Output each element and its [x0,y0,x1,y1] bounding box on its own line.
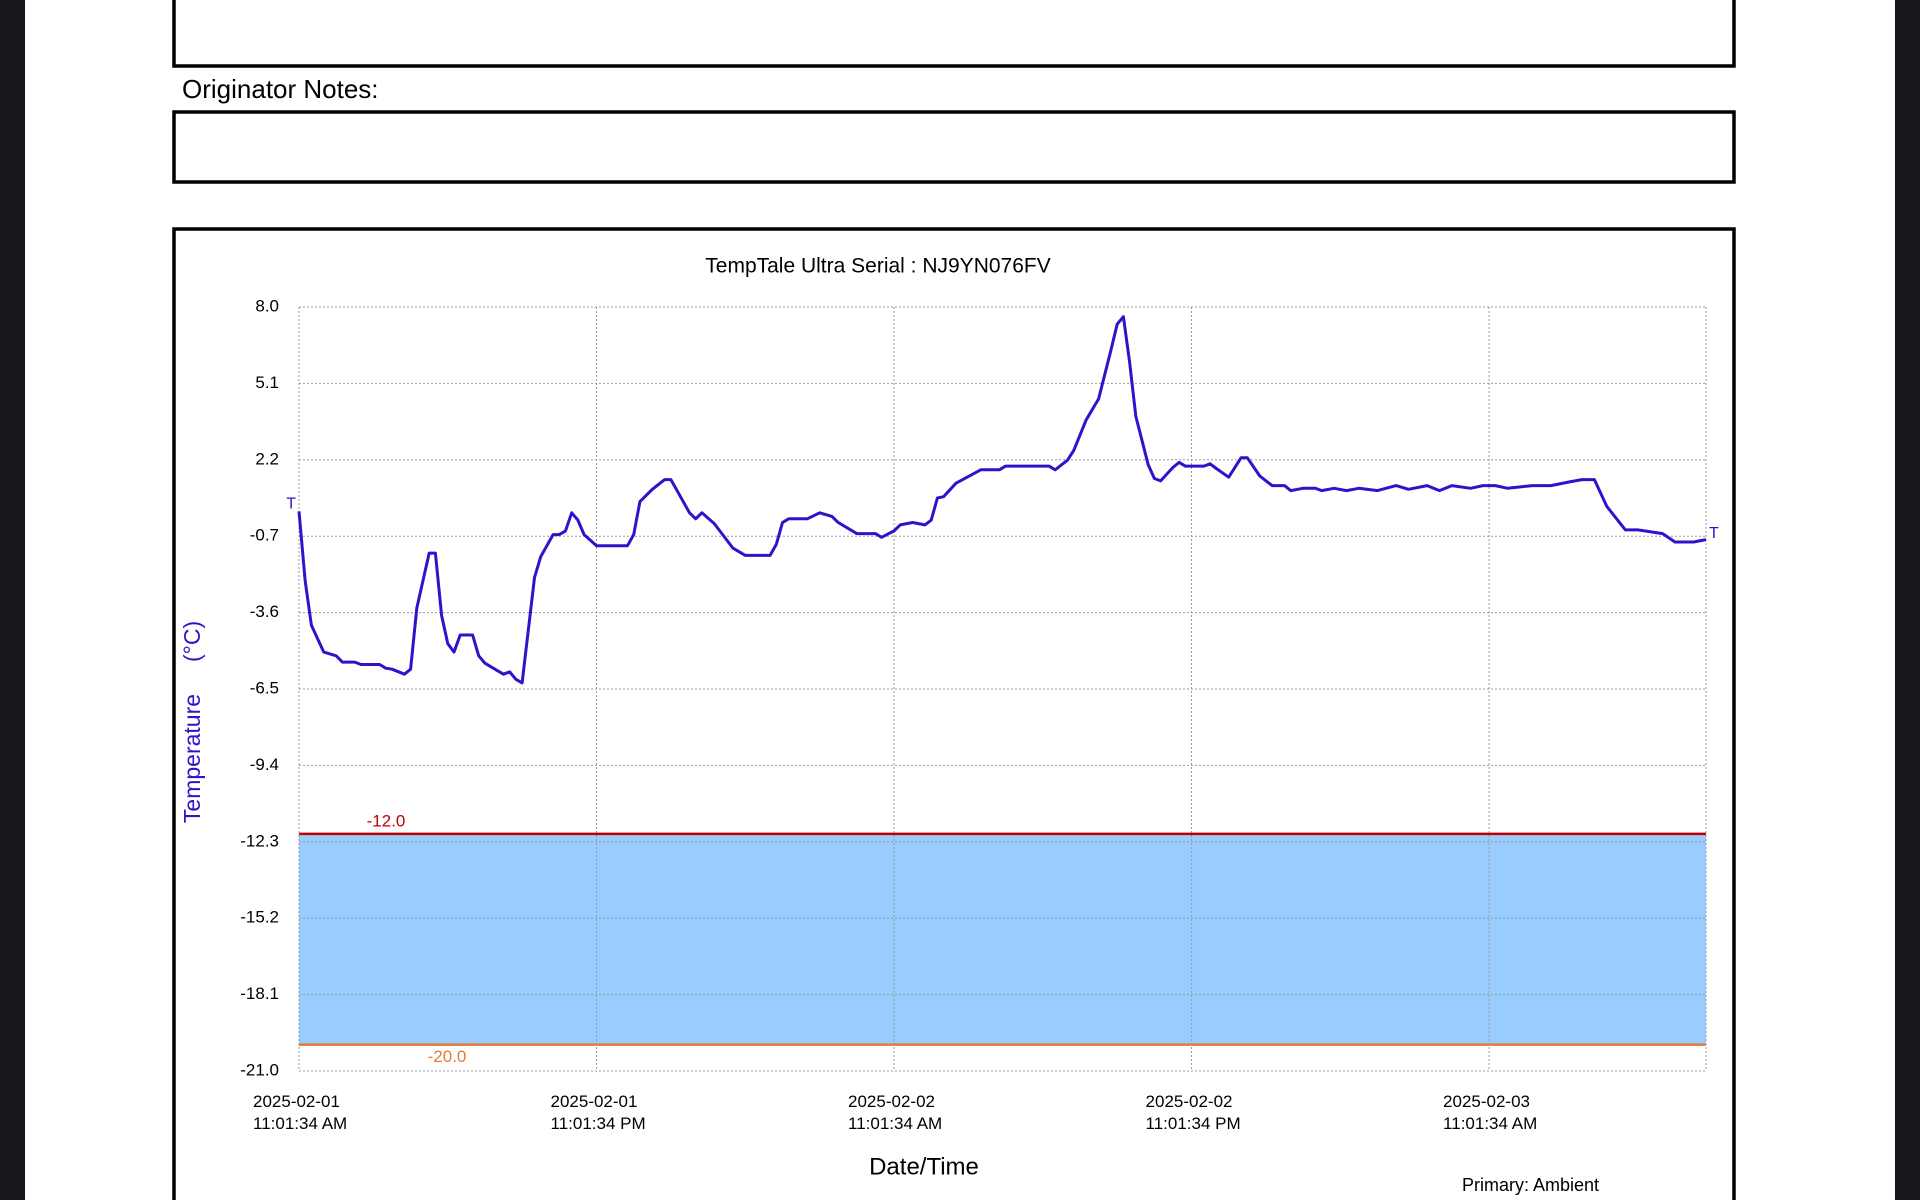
end-marker: T [1709,525,1719,542]
x-tick-label: 2025-02-02 11:01:34 AM [848,1092,943,1133]
x-axis-label: Date/Time [869,1153,979,1180]
y-tick-label: 5.1 [255,373,279,392]
chart-box [172,227,1736,1200]
y-tick-label: 8.0 [255,296,279,315]
legend-entry: Primary: Ambient [1462,1175,1599,1195]
x-tick-label: 2025-02-02 11:01:34 PM [1145,1092,1241,1133]
y-tick-label: -12.3 [240,831,279,850]
y-tick-label: 2.2 [255,449,279,468]
y-tick-label: -18.1 [240,984,279,1003]
side-bar [0,0,25,1200]
y-tick-label: -21.0 [240,1060,279,1079]
notes-label: Originator Notes: [182,74,379,104]
series-line [297,315,1707,685]
chart-title: TempTale Ultra Serial : NJ9YN076FV [705,255,1050,278]
x-tick-label: 2025-02-03 11:01:34 AM [1443,1092,1538,1133]
start-marker: T [286,496,296,513]
side-bar [1895,0,1920,1200]
top-box [172,0,1736,68]
y-tick-label: -0.7 [250,526,279,545]
y-axis-label: Temperature (°C) [179,621,205,823]
y-tick-label: -6.5 [250,678,279,697]
y-tick-label: -15.2 [240,908,279,927]
threshold-label: -12.0 [367,811,406,830]
y-tick-label: -3.6 [250,602,279,621]
threshold-label: -20.0 [428,1047,467,1066]
x-tick-label: 2025-02-01 11:01:34 PM [550,1092,646,1133]
safe-band [299,833,1706,1045]
y-tick-label: -9.4 [250,755,279,774]
notes-box [172,110,1736,184]
x-tick-label: 2025-02-01 11:01:34 AM [253,1092,348,1133]
